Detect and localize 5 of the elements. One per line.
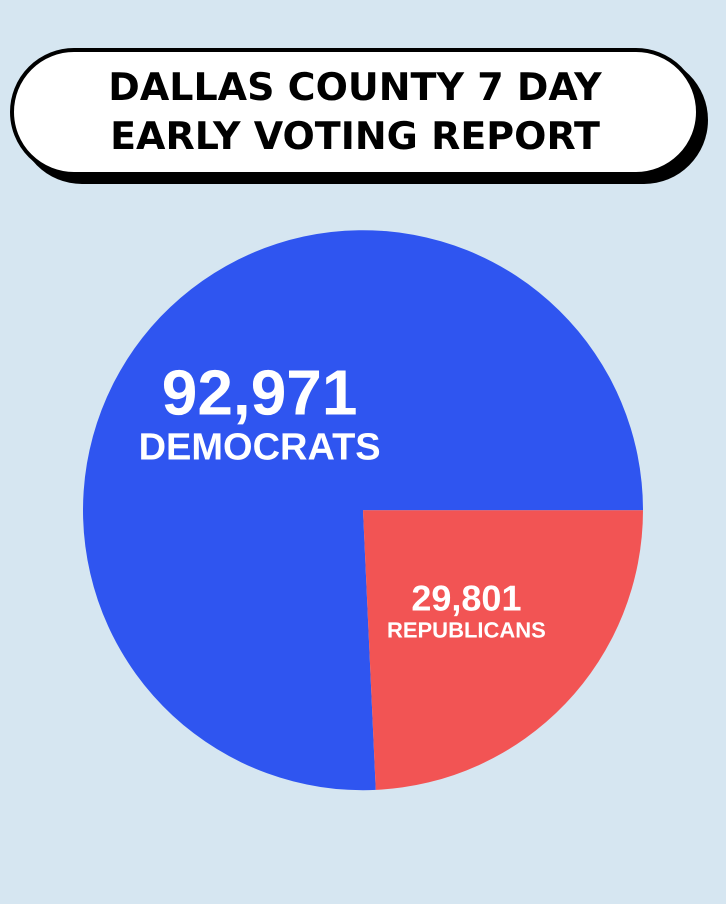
chart-title: DALLAS COUNTY 7 DAY EARLY VOTING REPORT — [10, 48, 700, 176]
slice-label: DEMOCRATS — [138, 426, 381, 468]
data-label: 92,971 — [162, 356, 358, 428]
data-label: 29,801 — [411, 577, 522, 618]
slice-label: REPUBLICANS — [386, 617, 546, 642]
